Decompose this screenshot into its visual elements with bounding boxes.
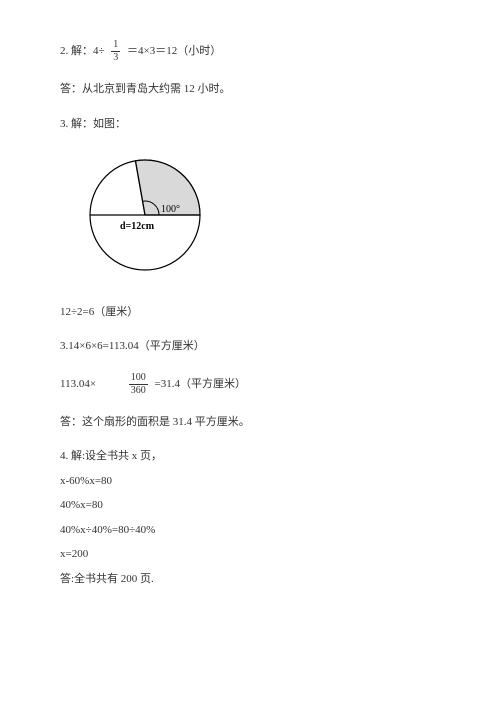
p3-step3-suffix: =31.4（平方厘米） bbox=[155, 378, 246, 390]
p3-step3: 113.04× 100 360 =31.4（平方厘米） bbox=[60, 373, 440, 396]
p2-solution-line: 2. 解：4÷ 1 3 ＝4×3＝12（小时） bbox=[60, 40, 440, 63]
page-content: 2. 解：4÷ 1 3 ＝4×3＝12（小时） 答：从北京到青岛大约需 12 小… bbox=[0, 0, 500, 645]
circle-diagram-svg: 100° d=12cm bbox=[70, 150, 220, 280]
p2-answer: 答：从北京到青岛大约需 12 小时。 bbox=[60, 81, 440, 98]
p2-prefix: 2. 解：4÷ bbox=[60, 45, 105, 57]
p2-suffix: ＝4×3＝12（小时） bbox=[127, 45, 221, 57]
p4-s4: x=200 bbox=[60, 546, 440, 563]
p2-fraction: 1 3 bbox=[111, 40, 120, 63]
p3-step3-num: 100 bbox=[129, 373, 148, 385]
p3-step3-prefix: 113.04× bbox=[60, 378, 96, 390]
p4-s1: x-60%x=80 bbox=[60, 473, 440, 490]
p3-header: 3. 解：如图： bbox=[60, 116, 440, 133]
diameter-label: d=12cm bbox=[120, 221, 155, 232]
p4-header: 4. 解:设全书共 x 页， bbox=[60, 448, 440, 465]
p2-frac-num: 1 bbox=[111, 40, 120, 52]
p3-step1: 12÷2=6（厘米） bbox=[60, 304, 440, 321]
p3-diagram: 100° d=12cm bbox=[70, 150, 440, 286]
p3-step3-fraction: 100 360 bbox=[129, 373, 148, 396]
p3-answer: 答：这个扇形的面积是 31.4 平方厘米。 bbox=[60, 414, 440, 431]
p4-s2: 40%x=80 bbox=[60, 497, 440, 514]
p4-s3: 40%x÷40%=80÷40% bbox=[60, 522, 440, 539]
p2-frac-den: 3 bbox=[111, 52, 120, 63]
p3-step3-den: 360 bbox=[129, 385, 148, 396]
p4-answer: 答:全书共有 200 页. bbox=[60, 571, 440, 588]
angle-label: 100° bbox=[161, 204, 180, 215]
p3-step2: 3.14×6×6=113.04（平方厘米） bbox=[60, 338, 440, 355]
